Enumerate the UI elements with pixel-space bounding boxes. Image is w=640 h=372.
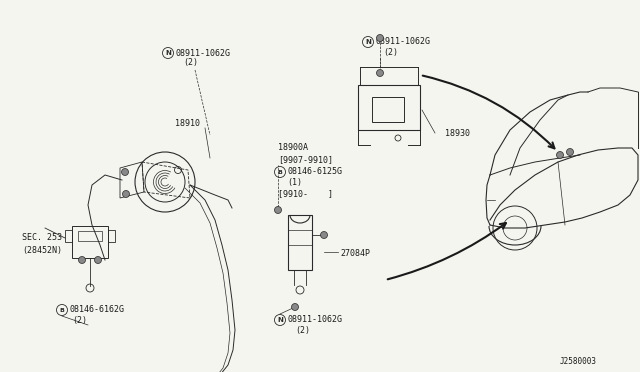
Circle shape (376, 35, 383, 42)
Bar (288, 215, 312, 270)
Text: [9910-    ]: [9910- ] (278, 189, 333, 199)
Text: (2): (2) (183, 58, 198, 67)
Circle shape (122, 190, 129, 198)
Text: B: B (278, 170, 282, 174)
Circle shape (291, 304, 298, 311)
Text: N: N (277, 317, 283, 323)
Text: [9907-9910]: [9907-9910] (278, 155, 333, 164)
Text: N: N (165, 50, 171, 56)
Text: J2580003: J2580003 (560, 357, 597, 366)
Bar (372, 97, 404, 122)
Bar (72, 226, 108, 258)
Circle shape (79, 257, 86, 263)
Circle shape (122, 169, 129, 176)
Text: 08911-1062G: 08911-1062G (288, 315, 343, 324)
Text: SEC. 253: SEC. 253 (22, 234, 62, 243)
Bar (358, 85, 420, 130)
Bar (108, 230, 115, 242)
Text: 18900A: 18900A (278, 144, 308, 153)
Text: 27084P: 27084P (340, 248, 370, 257)
Text: 18930: 18930 (445, 128, 470, 138)
Bar (65, 230, 72, 242)
Text: 08146-6125G: 08146-6125G (287, 167, 342, 176)
Text: 08146-6162G: 08146-6162G (69, 305, 124, 314)
Text: 08911-1062G: 08911-1062G (375, 38, 430, 46)
Text: (2): (2) (383, 48, 398, 58)
Circle shape (321, 231, 328, 238)
Circle shape (95, 257, 102, 263)
Text: 18910: 18910 (175, 119, 200, 128)
Circle shape (376, 70, 383, 77)
Circle shape (566, 148, 573, 155)
Circle shape (557, 151, 563, 158)
Text: B: B (60, 308, 65, 312)
Bar (78, 231, 102, 241)
Text: (28452N): (28452N) (22, 246, 62, 254)
Text: N: N (365, 39, 371, 45)
Circle shape (275, 206, 282, 214)
Text: (2): (2) (72, 317, 87, 326)
Text: (1): (1) (287, 179, 302, 187)
Text: (2): (2) (295, 326, 310, 334)
Text: 08911-1062G: 08911-1062G (175, 48, 230, 58)
